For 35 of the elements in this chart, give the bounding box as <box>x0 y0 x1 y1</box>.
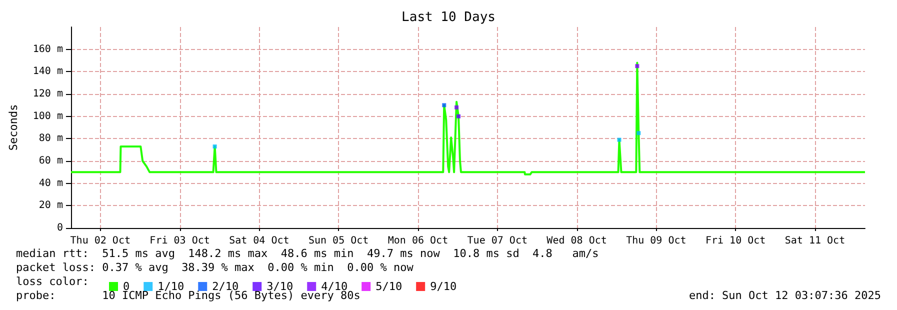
chart-title: Last 10 Days <box>402 10 496 25</box>
y-tick-label: 0 <box>56 222 63 234</box>
point <box>456 114 461 118</box>
y-tick-label: 140 m <box>32 66 63 78</box>
y-tick-label: 60 m <box>38 156 63 166</box>
legend-title: loss color: <box>16 275 89 288</box>
y-tick-label: 120 m <box>32 88 63 100</box>
point <box>617 138 622 142</box>
point <box>636 131 641 136</box>
x-tick-label: Tue 07 Oct <box>467 236 528 246</box>
x-tick-label: Fri 10 Oct <box>705 236 766 246</box>
y-tick-label: 100 m <box>32 110 63 122</box>
point <box>454 105 459 110</box>
point <box>212 144 217 148</box>
text: packet loss: 0.37 % avg 38.39 % max 0.00 % min 0.00 % now <box>16 261 414 274</box>
y-axis-title: Seconds <box>7 104 20 151</box>
line-series <box>70 62 866 176</box>
text: median rtt: 51.5 ms avg 148.2 ms max 48.6 ms min 49.7 ms now 10.8 ms sd 4.8 am/s <box>16 247 599 260</box>
x-tick-label: Fri 03 Oct <box>150 236 210 246</box>
x-tick-label: Sat 04 Oct <box>229 236 290 246</box>
y-tick-label: 160 m <box>32 44 63 55</box>
x-tick-label: Sat 11 Oct <box>784 236 846 246</box>
y-tick-label: 20 m <box>38 200 63 212</box>
text: end: Sun Oct 12 03:07:36 2025 <box>688 289 882 302</box>
y-tick-label: 40 m <box>38 178 63 189</box>
y-tick-label: 80 m <box>38 133 63 144</box>
point <box>635 64 640 68</box>
legend-label: 9/10 <box>430 280 457 293</box>
x-tick-label: Wed 08 Oct <box>546 236 607 246</box>
legend-label: 5/10 <box>376 280 402 293</box>
x-tick-label: Sun 05 Oct <box>308 236 369 246</box>
x-tick-label: Thu 02 Oct <box>70 236 130 246</box>
x-tick-label: Mon 06 Oct <box>388 236 448 246</box>
point <box>442 103 446 108</box>
x-tick-label: Thu 09 Oct <box>626 236 686 246</box>
